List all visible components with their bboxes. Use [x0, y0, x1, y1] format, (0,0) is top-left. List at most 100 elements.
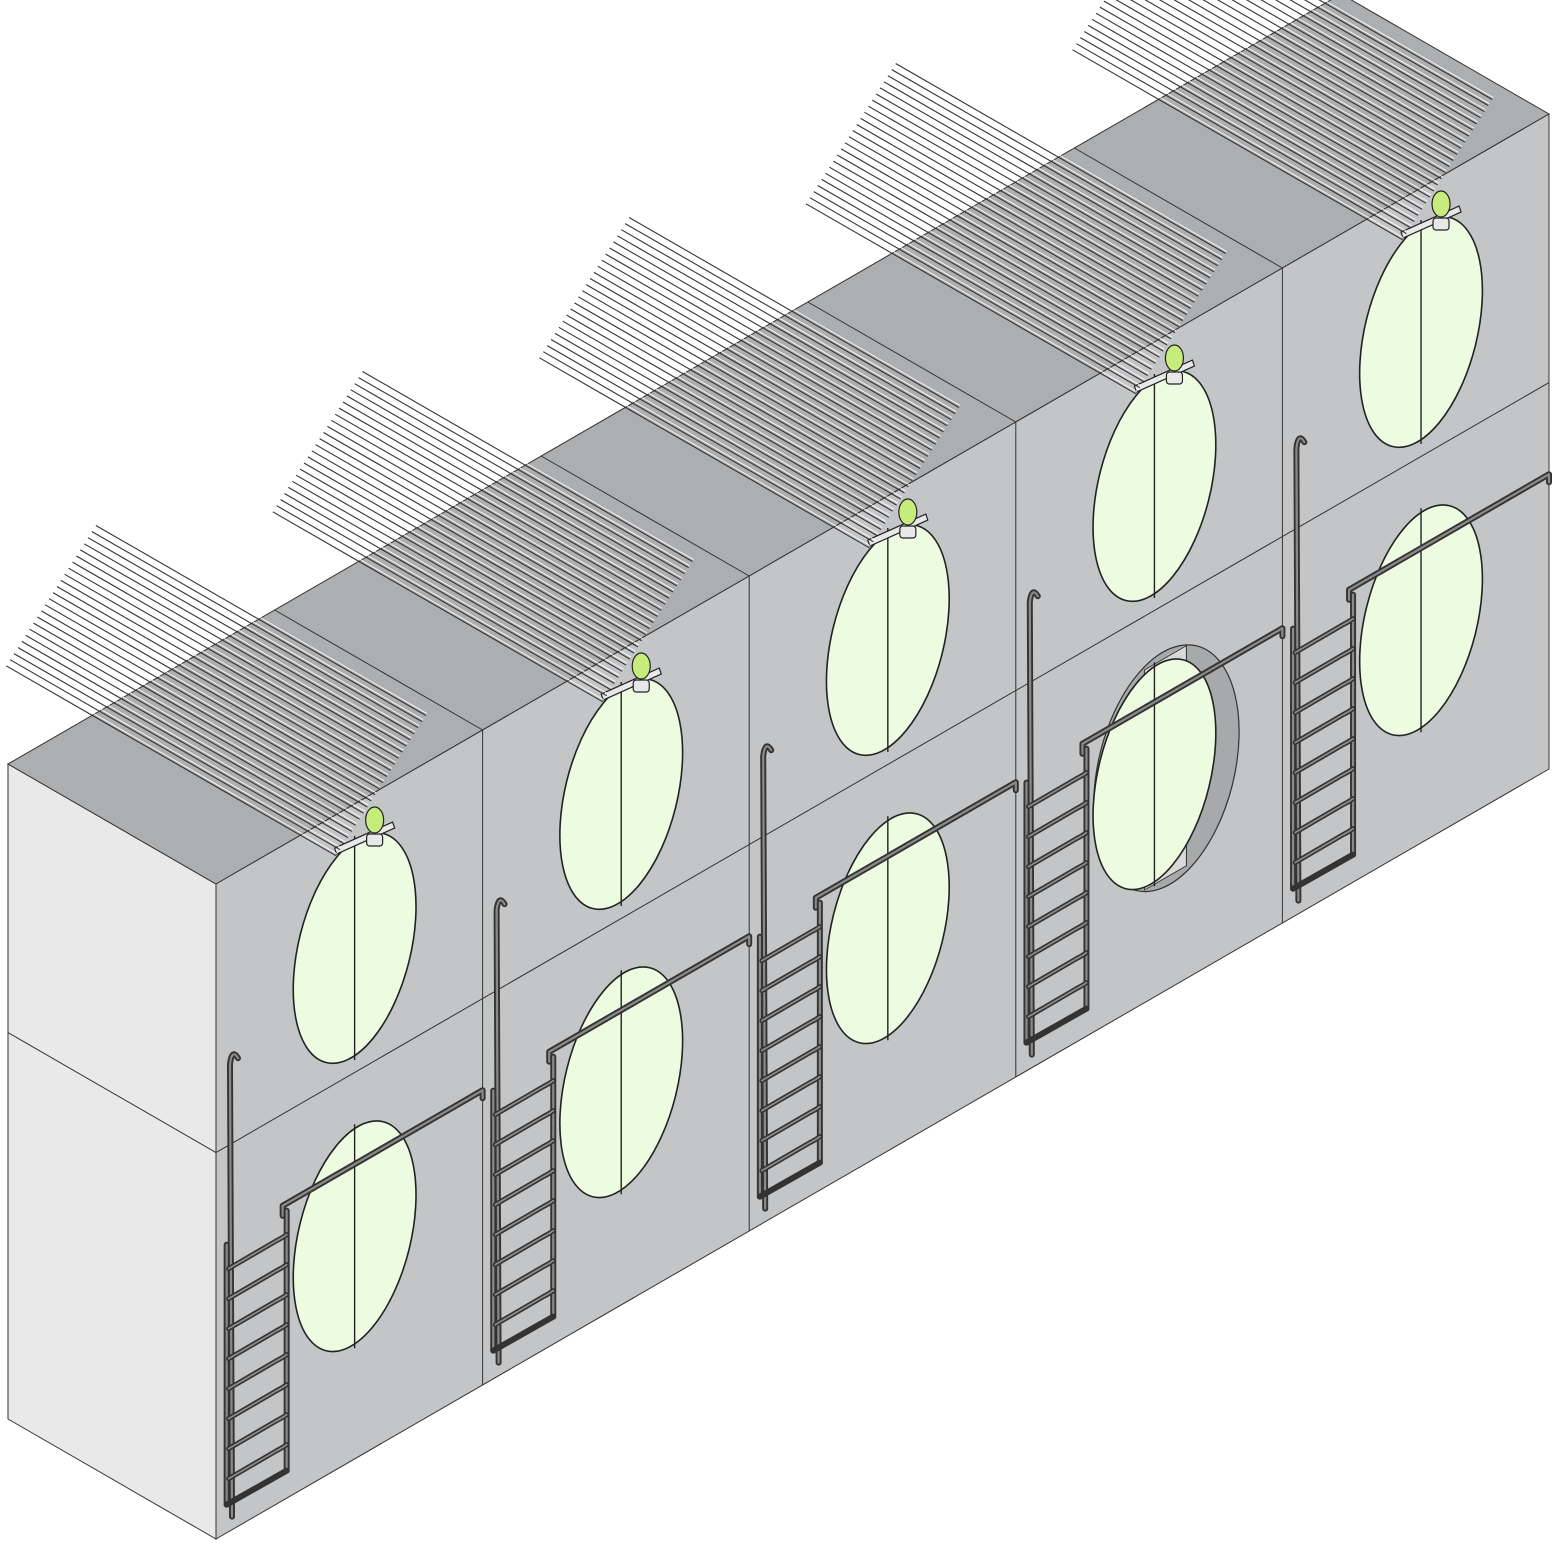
fin-line [597, 265, 929, 457]
fixture-base [1165, 371, 1184, 385]
fin-unit-4 [805, 61, 1227, 395]
riser-pipe-highlight [762, 745, 773, 1210]
ladder-rung-highlight [1294, 827, 1354, 864]
fin-line [91, 531, 423, 723]
fin-line [836, 154, 1168, 346]
fin-line [621, 229, 952, 421]
ladder-rung-highlight [1027, 801, 1088, 838]
fin-line [41, 610, 372, 802]
ladder-rung-highlight [1027, 891, 1088, 928]
fin-highlight [304, 460, 636, 652]
fin-highlight [69, 565, 400, 757]
fin-line [1202, 0, 1462, 149]
fin-line [284, 493, 615, 684]
fin-line [887, 75, 1219, 267]
fin-highlight [1279, 0, 1482, 117]
fin-line [550, 339, 882, 530]
fin-line [319, 438, 650, 630]
ladder-rung-highlight [1294, 677, 1354, 714]
fin-line [856, 124, 1187, 315]
fin-highlight [598, 263, 930, 455]
fin-highlight [1088, 23, 1420, 214]
fin-line [546, 345, 878, 537]
fin-highlight [579, 294, 910, 486]
fin-highlight [320, 436, 651, 627]
fin-line [76, 555, 407, 747]
fin-highlight [1081, 35, 1412, 226]
fin-line [362, 371, 693, 562]
ladder-rung-highlight [760, 1105, 821, 1142]
fin-line [578, 296, 909, 488]
fin-highlight [1120, 0, 1439, 184]
fin-highlight [308, 454, 640, 646]
fin-highlight [10, 657, 342, 849]
fin-line [95, 525, 427, 716]
fin-highlight [610, 245, 941, 437]
fin-highlight [53, 590, 385, 781]
fin-line [29, 628, 360, 820]
fin-unit-1 [5, 523, 428, 857]
fin-line [872, 99, 1203, 291]
fin-highlight [826, 170, 1157, 362]
ladder-rung-highlight [227, 1443, 288, 1480]
fin-highlight [14, 651, 346, 842]
fin-highlight [1221, 0, 1467, 141]
fin-line [299, 468, 631, 660]
fin-line [852, 130, 1184, 322]
fin-highlight [559, 324, 891, 516]
fin-line [342, 401, 674, 593]
fin-line [833, 160, 1164, 352]
ladder-rung-highlight [227, 1323, 288, 1360]
fixture-base [366, 833, 384, 847]
beacon-light [1164, 344, 1185, 372]
fin-line [875, 93, 1207, 285]
fin-highlight [22, 639, 353, 830]
fin-highlight [1178, 0, 1455, 159]
fin-line [585, 284, 917, 476]
fin-highlight [26, 632, 357, 824]
fin-line [295, 474, 627, 666]
fin-line [1289, 0, 1485, 113]
fin-line [840, 148, 1172, 340]
fin-line [80, 549, 411, 741]
fin-line [1173, 0, 1454, 161]
fin-highlight [1265, 0, 1478, 123]
fin-line [354, 383, 685, 575]
fin-line [68, 567, 399, 759]
fin-line [1274, 0, 1481, 119]
fin-line [5, 665, 337, 857]
roof-seam [540, 455, 750, 577]
fin-line [13, 653, 345, 845]
module-4 [1023, 344, 1286, 1058]
ladder-rung-highlight [1294, 647, 1354, 684]
ladder-rung-highlight [494, 1169, 555, 1206]
fin-line [574, 302, 905, 494]
ladder-rung-highlight [227, 1383, 288, 1420]
fin-line [9, 659, 341, 851]
fin-highlight [1105, 0, 1435, 190]
handrail-highlight [548, 935, 751, 1063]
fin-highlight [590, 276, 922, 467]
fin-highlight [49, 596, 381, 788]
fin-line [605, 253, 936, 445]
fin-highlight [273, 509, 604, 701]
fin-highlight [84, 541, 416, 733]
fin-line [848, 136, 1180, 328]
fin-highlight [1149, 0, 1447, 172]
fin-line [1231, 0, 1470, 137]
fin-line [883, 81, 1215, 273]
module-2 [490, 652, 753, 1366]
fin-line [276, 505, 607, 697]
fin-line [817, 185, 1148, 376]
fin-highlight [896, 61, 1227, 252]
fin-highlight [602, 257, 933, 449]
fin-highlight [328, 424, 659, 615]
beacon-light [1431, 190, 1451, 218]
beacon-light [365, 806, 385, 834]
fin-line [558, 326, 890, 518]
fin-line [307, 456, 639, 648]
fin-line [334, 413, 666, 605]
fin-line [895, 63, 1226, 254]
ladder-rung-highlight [1027, 771, 1088, 808]
